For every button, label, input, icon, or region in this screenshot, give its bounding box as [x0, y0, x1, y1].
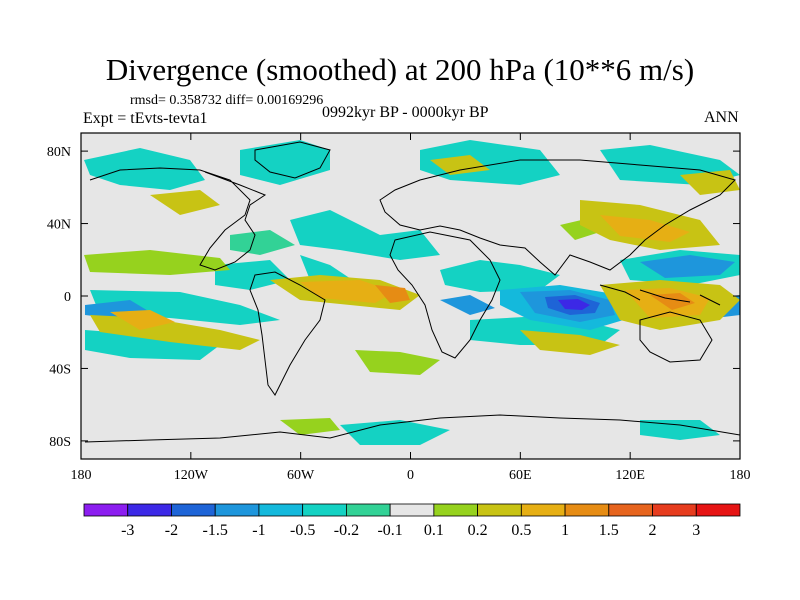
- rmsd-value: rmsd= 0.358732: [130, 93, 222, 108]
- colorbar-swatch: [564, 503, 610, 517]
- colorbar-swatch: [83, 503, 129, 517]
- lat-tick-label: 40S: [49, 362, 71, 377]
- colorbar-swatch: [258, 503, 304, 517]
- stats-line: rmsd= 0.358732 diff= 0.00169296: [130, 93, 323, 109]
- lat-tick-label: 0: [64, 290, 71, 305]
- colorbar-swatch: [171, 503, 216, 517]
- lon-tick-label: 180: [71, 468, 92, 483]
- lon-tick-label: 120E: [615, 468, 645, 483]
- lon-tick-label: 60W: [287, 468, 315, 483]
- diff-value: diff= 0.00169296: [225, 93, 324, 108]
- colorbar-label: 1.5: [599, 522, 619, 539]
- experiment-label: Expt = tEvts-tevta1: [83, 110, 208, 127]
- colorbar-swatch: [520, 503, 566, 517]
- coastline-greenland: [254, 141, 331, 179]
- colorbar-label: -0.1: [377, 522, 402, 539]
- lon-tick-label: 120W: [174, 468, 209, 483]
- lon-axis: 180 120W 60W 0 60E 120E 180: [71, 133, 751, 483]
- colorbar-label: 2: [649, 522, 657, 539]
- colorbar-label: 0.2: [468, 522, 488, 539]
- season-label: ANN: [704, 109, 739, 126]
- contour-region: [290, 210, 440, 260]
- contour-region: [440, 295, 495, 315]
- colorbar-label: -3: [121, 522, 134, 539]
- contour-region: [640, 420, 720, 440]
- contour-region: [375, 285, 410, 303]
- coastline-antarctica: [84, 414, 740, 443]
- contour-region: [84, 250, 230, 275]
- colorbar-label: -2: [165, 522, 178, 539]
- contour-region: [430, 155, 490, 175]
- colorbar-label: 3: [692, 522, 700, 539]
- colorbar-label: -1: [252, 522, 265, 539]
- colorbar-swatch: [345, 503, 391, 517]
- lat-tick-label: 80S: [49, 435, 71, 450]
- contour-region: [340, 420, 450, 445]
- colorbar-label: -1.5: [203, 522, 228, 539]
- colorbar: -3 -2 -1.5 -1 -0.5 -0.2 -0.1 0.1 0.2 0.5 1 1.5 2 3: [83, 503, 741, 539]
- colorbar-swatch: [302, 503, 347, 517]
- contour-region: [440, 260, 560, 292]
- contour-region: [640, 255, 735, 278]
- coastline-maritime: [599, 284, 721, 306]
- coastline-africa: [389, 231, 501, 359]
- contour-region: [110, 310, 175, 330]
- colorbar-swatch: [389, 503, 435, 517]
- period-label: 0992kyr BP - 0000kyr BP: [322, 104, 489, 121]
- lon-tick-label: 180: [730, 468, 751, 483]
- contour-region: [300, 280, 395, 303]
- contour-region: [355, 350, 440, 375]
- contour-region: [215, 260, 290, 290]
- contour-region: [520, 330, 620, 355]
- contour-fill: [84, 140, 740, 445]
- contour-region: [600, 215, 690, 242]
- contour-region: [280, 418, 340, 435]
- colorbar-swatch: [695, 503, 741, 517]
- lon-tick-label: 60E: [509, 468, 532, 483]
- contour-region: [558, 299, 590, 310]
- coastlines: [84, 141, 740, 443]
- coastline-north-america: [89, 167, 267, 271]
- lon-tick-label: 0: [407, 468, 414, 483]
- colorbar-label: -0.2: [334, 522, 359, 539]
- contour-region: [85, 330, 220, 360]
- colorbar-label: 0.5: [511, 522, 531, 539]
- colorbar-label: 1: [561, 522, 569, 539]
- coastline-eurasia: [379, 159, 736, 276]
- coastline-australia: [639, 311, 713, 363]
- colorbar-swatch: [477, 503, 522, 517]
- colorbar-swatch: [214, 503, 260, 517]
- contour-region: [240, 140, 330, 185]
- contour-region: [680, 170, 740, 195]
- coastline-south-america: [249, 271, 326, 396]
- map-title: Divergence (smoothed) at 200 hPa (10**6 …: [105, 52, 695, 87]
- colorbar-label: -0.5: [290, 522, 315, 539]
- lat-tick-label: 80N: [47, 145, 71, 160]
- colorbar-swatch: [652, 503, 697, 517]
- colorbar-label: 0.1: [424, 522, 444, 539]
- colorbar-swatch: [127, 503, 172, 517]
- contour-region: [150, 190, 220, 215]
- lat-tick-label: 40N: [47, 218, 71, 233]
- lat-axis: 80N 40N 0 40S 80S: [47, 145, 740, 450]
- colorbar-swatch: [608, 503, 653, 517]
- contour-region: [230, 230, 295, 255]
- colorbar-swatch: [433, 503, 479, 517]
